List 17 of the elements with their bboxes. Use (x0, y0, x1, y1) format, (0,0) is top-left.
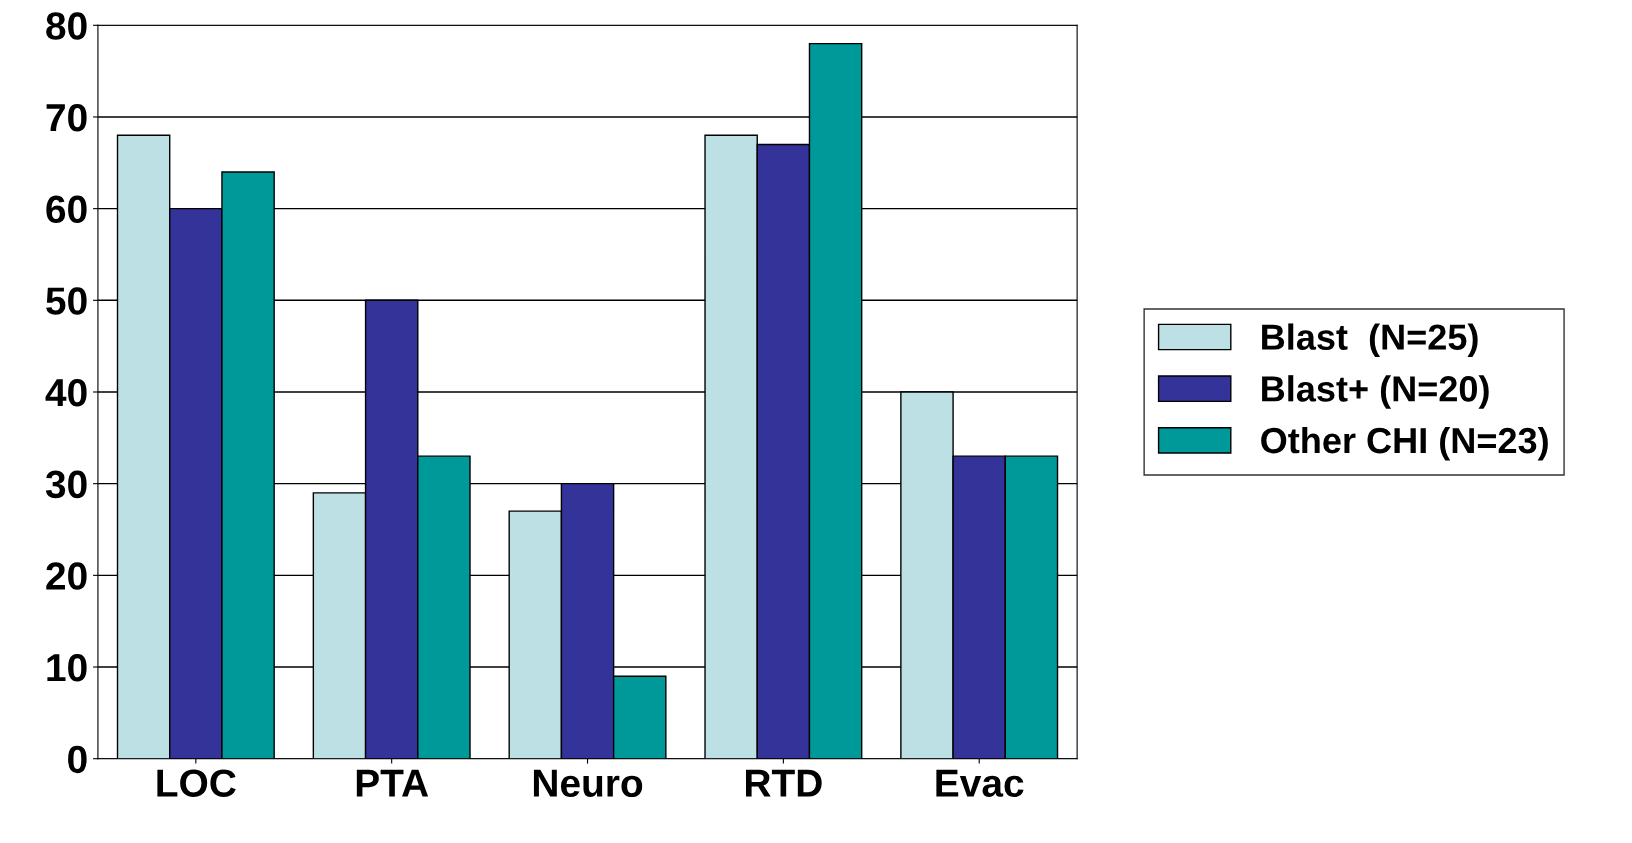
x-tick-label: RTD (746, 769, 822, 797)
x-tick-label: LOC (157, 769, 236, 797)
legend-label: Other CHI (N=23) (1261, 426, 1548, 461)
y-tick-label: 60 (46, 195, 87, 224)
x-tick-label: PTA (356, 769, 429, 797)
y-tick-label: 50 (46, 287, 87, 315)
legend-label: Blast+ (N=20) (1262, 375, 1489, 409)
legend-label: Blast (N=25) (1262, 323, 1478, 358)
y-tick-label: 0 (68, 745, 87, 774)
y-tick-label: 30 (45, 470, 87, 499)
y-tick-label: 70 (46, 103, 87, 132)
y-tick-label: 80 (46, 12, 87, 40)
y-tick-label: 10 (47, 653, 87, 682)
y-tick-label: 20 (46, 562, 87, 590)
y-tick-label: 40 (45, 378, 87, 407)
x-tick-label: Neuro (533, 769, 643, 797)
x-tick-label: Evac (936, 769, 1024, 797)
